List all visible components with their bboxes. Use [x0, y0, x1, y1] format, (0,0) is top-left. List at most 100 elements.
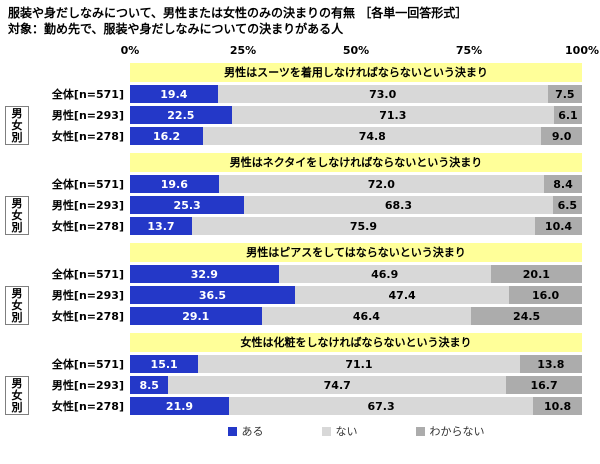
- row-label: 全体[n=571]: [51, 178, 124, 191]
- legend-swatch: [415, 426, 425, 436]
- group-label-box: 男女別: [5, 376, 29, 415]
- bar-segment-ない: 46.4: [261, 307, 472, 325]
- chart-title: 服装や身だしなみについて、男性または女性のみの決まりの有無 ［各単一回答形式］: [8, 6, 468, 20]
- bar-segment-わからない: 20.1: [490, 265, 582, 283]
- stacked-bar: 15.1 71.1 13.8: [130, 355, 582, 373]
- chart-section: 男性はピアスをしてはならないという決まり 全体[n=571] 32.9 46.9 20.…: [0, 243, 600, 325]
- bar-segment-ない: 74.7: [168, 376, 507, 394]
- bar-segment-ある: 13.7: [130, 217, 192, 235]
- bar-segment-わからない: 9.0: [541, 127, 582, 145]
- section-header-row: 男性はスーツを着用しなければならないという決まり: [0, 63, 600, 82]
- chart-section: 男性はネクタイをしなければならないという決まり 全体[n=571] 19.6 72.0…: [0, 153, 600, 235]
- bar-segment-ない: 75.9: [191, 217, 535, 235]
- bar-segment-ある: 32.9: [130, 265, 279, 283]
- chart-section: 女性は化粧をしなければならないという決まり 全体[n=571] 15.1 71.1 13…: [0, 333, 600, 415]
- stacked-bar: 13.7 75.9 10.4: [130, 217, 582, 235]
- bar-row: 女性[n=278] 21.9 67.3 10.8: [0, 397, 600, 415]
- bar-segment-わからない: 16.0: [509, 286, 582, 304]
- row-label: 全体[n=571]: [51, 268, 124, 281]
- group-label-char: 別: [11, 220, 23, 234]
- group-label-box: 男女別: [5, 286, 29, 325]
- bar-segment-わからない: 13.8: [519, 355, 582, 373]
- bar-segment-ある: 16.2: [130, 127, 204, 145]
- bar-segment-わからない: 7.5: [547, 85, 582, 103]
- legend-swatch: [321, 426, 331, 436]
- stacked-bar: 25.3 68.3 6.5: [130, 196, 582, 214]
- stacked-bar: 29.1 46.4 24.5: [130, 307, 582, 325]
- chart-section: 男性はスーツを着用しなければならないという決まり全体[n=571] 19.4 73.…: [0, 63, 600, 145]
- row-label: 男性[n=293]: [51, 379, 124, 392]
- chart-subtitle: 対象：勤め先で、服装や身だしなみについての決まりがある人: [8, 22, 344, 36]
- bar-segment-ない: 73.0: [217, 85, 548, 103]
- group-label-char: 別: [11, 130, 23, 144]
- legend-item: ない: [321, 423, 358, 439]
- bar-segment-ない: 67.3: [228, 397, 534, 415]
- bar-row: 全体[n=571] 32.9 46.9 20.1: [0, 265, 600, 283]
- section-header-row: 男性はピアスをしてはならないという決まり: [0, 243, 600, 262]
- stacked-bar: 19.4 73.0 7.5: [130, 85, 582, 103]
- section-header: 男性はスーツを着用しなければならないという決まり: [130, 63, 582, 82]
- group-label-char: 別: [11, 400, 23, 414]
- stacked-bar: 22.5 71.3 6.1: [130, 106, 582, 124]
- row-label: 女性[n=278]: [51, 400, 124, 413]
- bar-row: 全体[n=571] 19.4 73.0 7.5: [0, 85, 600, 103]
- bar-segment-わからない: 8.4: [544, 175, 582, 193]
- legend-label: わからない: [429, 425, 485, 438]
- bar-segment-ない: 71.1: [198, 355, 520, 373]
- group-label-char: 女: [11, 388, 23, 402]
- axis-tick: 100%: [565, 44, 599, 57]
- section-header-row: 男性はネクタイをしなければならないという決まり: [0, 153, 600, 172]
- legend-item: ある: [227, 423, 264, 439]
- bar-segment-わからない: 6.5: [552, 196, 582, 214]
- axis-tick: 25%: [229, 44, 257, 57]
- group-label-box: 男女別: [5, 106, 29, 145]
- bar-segment-ある: 19.4: [130, 85, 218, 103]
- stacked-bar: 21.9 67.3 10.8: [130, 397, 582, 415]
- legend: ある ない わからない: [130, 423, 582, 439]
- row-label: 男性[n=293]: [51, 109, 124, 122]
- bar-row: 全体[n=571] 19.6 72.0 8.4: [0, 175, 600, 193]
- bar-row: 男性[n=293] 22.5 71.3 6.1: [0, 106, 600, 124]
- bar-segment-ない: 74.8: [203, 127, 542, 145]
- bar-row: 男性[n=293] 8.5 74.7 16.7: [0, 376, 600, 394]
- stacked-bar: 32.9 46.9 20.1: [130, 265, 582, 283]
- row-label: 女性[n=278]: [51, 220, 124, 233]
- bar-row: 女性[n=278] 29.1 46.4 24.5: [0, 307, 600, 325]
- section-header: 女性は化粧をしなければならないという決まり: [130, 333, 582, 352]
- bar-row: 女性[n=278] 13.7 75.9 10.4: [0, 217, 600, 235]
- bar-segment-わからない: 6.1: [553, 106, 582, 124]
- group-label-char: 男: [11, 286, 23, 300]
- section-header: 男性はネクタイをしなければならないという決まり: [130, 153, 582, 172]
- stacked-bar: 16.2 74.8 9.0: [130, 127, 582, 145]
- section-header: 男性はピアスをしてはならないという決まり: [130, 243, 582, 262]
- chart-sections: 男性はスーツを着用しなければならないという決まり 全体[n=571] 19.4 73.…: [0, 63, 600, 415]
- stacked-bar: 8.5 74.7 16.7: [130, 376, 582, 394]
- bar-segment-ない: 68.3: [244, 196, 553, 214]
- bar-segment-わからない: 24.5: [471, 307, 582, 325]
- bar-segment-ない: 72.0: [218, 175, 545, 193]
- bar-segment-ある: 8.5: [130, 376, 169, 394]
- group-label-char: 男: [11, 196, 23, 210]
- row-label: 全体[n=571]: [51, 358, 124, 371]
- row-label: 女性[n=278]: [51, 130, 124, 143]
- bar-segment-ある: 21.9: [130, 397, 229, 415]
- bar-segment-わからない: 16.7: [506, 376, 582, 394]
- legend-label: ない: [335, 425, 358, 438]
- legend-label: ある: [241, 425, 264, 438]
- bar-segment-わからない: 10.4: [534, 217, 582, 235]
- stacked-bar: 36.5 47.4 16.0: [130, 286, 582, 304]
- bar-row: 全体[n=571] 15.1 71.1 13.8: [0, 355, 600, 373]
- bar-segment-ない: 46.9: [278, 265, 491, 283]
- axis-tick: 50%: [342, 44, 370, 57]
- stacked-bar: 19.6 72.0 8.4: [130, 175, 582, 193]
- group-label-char: 女: [11, 298, 23, 312]
- bar-segment-わからない: 10.8: [533, 397, 582, 415]
- bar-row: 女性[n=278] 16.2 74.8 9.0: [0, 127, 600, 145]
- bar-segment-ある: 22.5: [130, 106, 232, 124]
- axis-tick: 0%: [120, 44, 140, 57]
- bar-segment-ある: 15.1: [130, 355, 199, 373]
- legend-swatch: [227, 426, 237, 436]
- group-label-char: 男: [11, 106, 23, 120]
- bar-segment-ある: 19.6: [130, 175, 219, 193]
